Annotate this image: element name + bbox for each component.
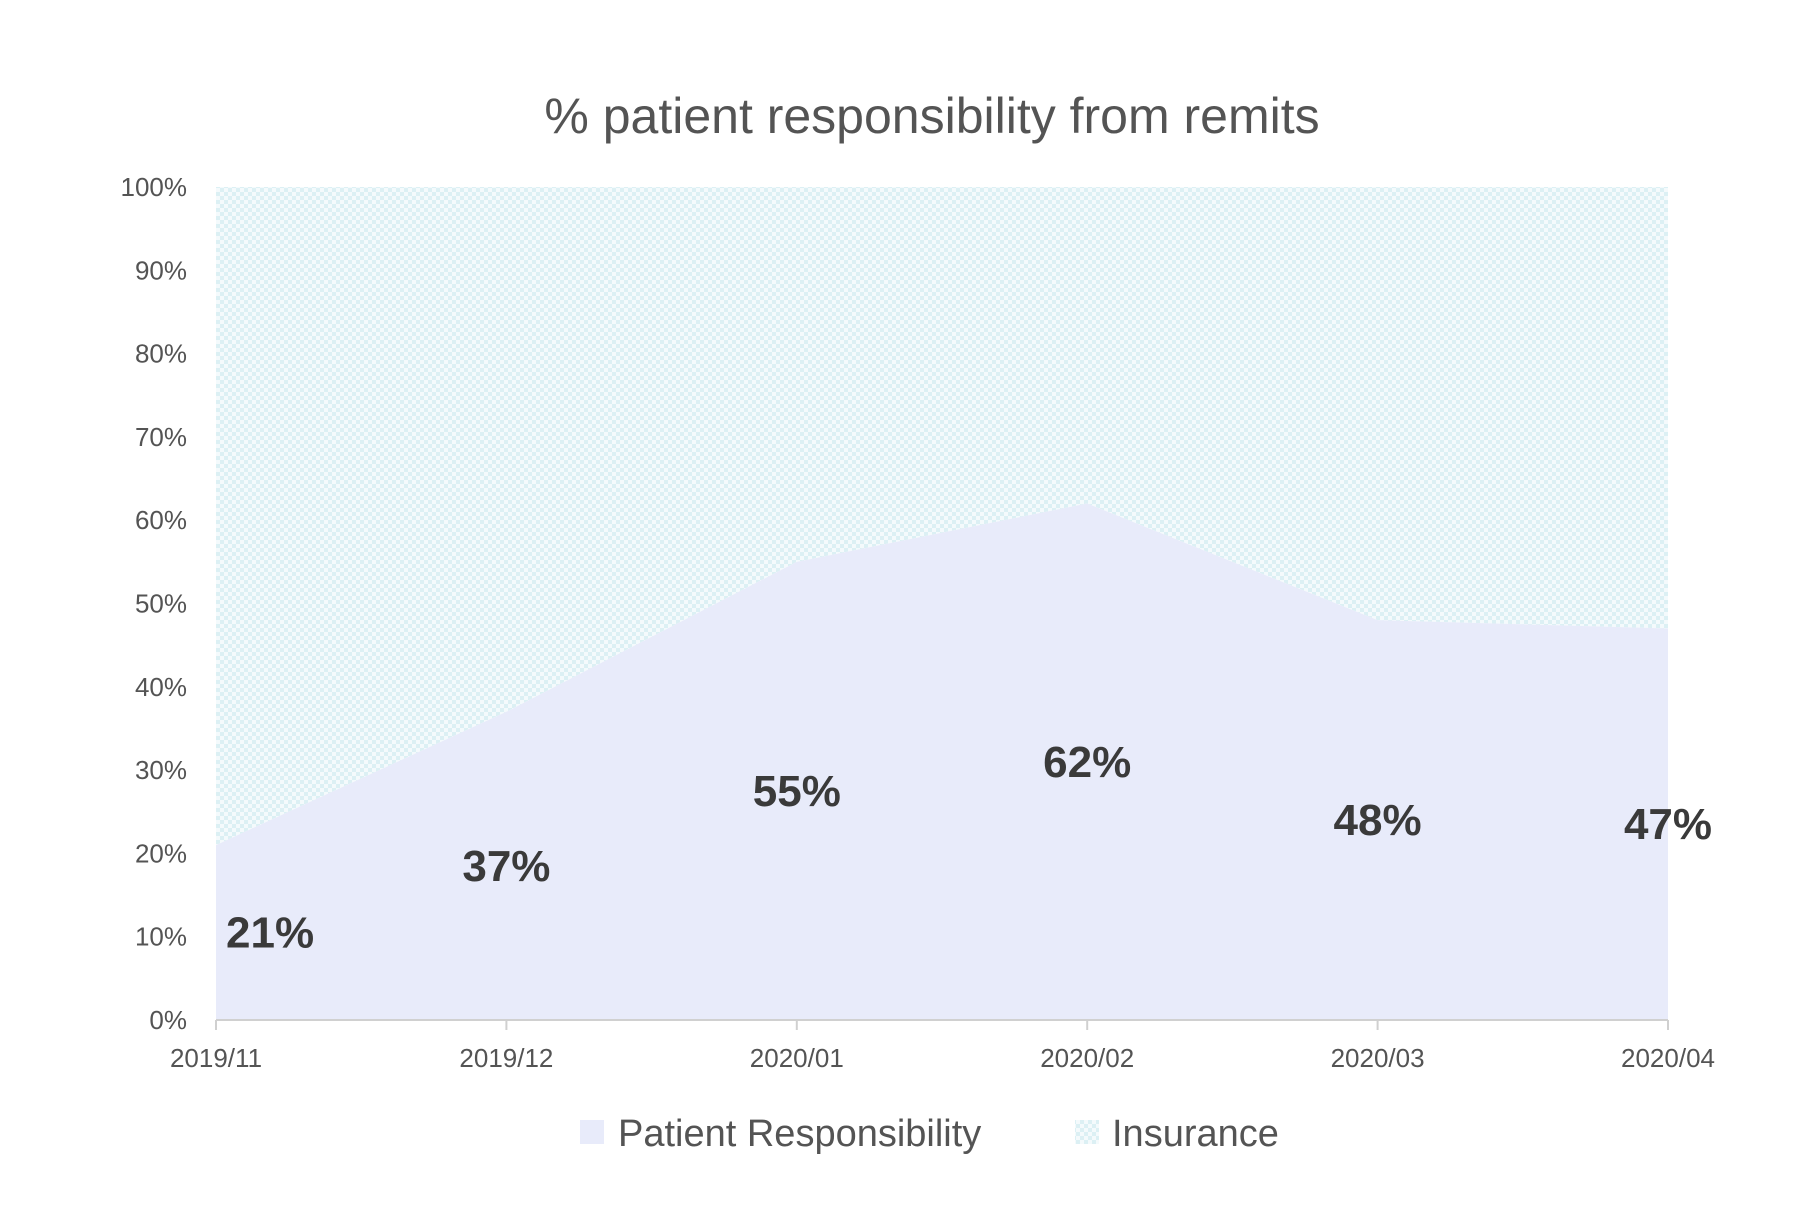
data-labels: 21% 37% 55% 62% 48% 47% — [226, 738, 1712, 958]
chart-title: % patient responsibility from remits — [544, 88, 1319, 144]
y-tick-label: 30% — [135, 755, 187, 785]
legend-swatch-insurance — [1075, 1120, 1099, 1144]
x-tick-label: 2020/03 — [1331, 1043, 1425, 1073]
y-tick-label: 60% — [135, 505, 187, 535]
y-tick-label: 70% — [135, 422, 187, 452]
legend-swatch-patient-responsibility — [580, 1120, 604, 1144]
y-tick-label: 40% — [135, 672, 187, 702]
x-tick-label: 2020/04 — [1621, 1043, 1715, 1073]
y-tick-label: 0% — [149, 1005, 187, 1035]
y-tick-label: 10% — [135, 922, 187, 952]
y-tick-label: 50% — [135, 589, 187, 619]
x-tick-label: 2020/01 — [750, 1043, 844, 1073]
x-tick-label: 2019/12 — [459, 1043, 553, 1073]
y-tick-label: 80% — [135, 339, 187, 369]
y-axis: 0% 10% 20% 30% 40% 50% 60% 70% 80% 90% 100% — [121, 172, 188, 1035]
data-label-patient-responsibility: 37% — [462, 842, 550, 891]
data-label-patient-responsibility: 47% — [1624, 800, 1712, 849]
area-insurance — [216, 187, 1668, 846]
legend: Patient Responsibility Insurance — [580, 1113, 1279, 1155]
y-tick-label: 90% — [135, 255, 187, 285]
data-label-patient-responsibility: 48% — [1334, 796, 1422, 845]
area-patient-responsibility — [216, 503, 1668, 1020]
plot-area — [216, 187, 1668, 1020]
x-axis: 2019/11 2019/12 2020/01 2020/02 2020/03 2020/… — [170, 1019, 1715, 1073]
data-label-patient-responsibility: 55% — [753, 767, 841, 816]
x-tick-label: 2019/11 — [170, 1043, 262, 1073]
y-tick-label: 100% — [121, 172, 188, 202]
data-label-patient-responsibility: 62% — [1043, 738, 1131, 787]
legend-label-insurance: Insurance — [1112, 1113, 1279, 1155]
data-label-patient-responsibility: 21% — [226, 909, 314, 958]
x-tick-label: 2020/02 — [1040, 1043, 1134, 1073]
legend-label-patient-responsibility: Patient Responsibility — [618, 1113, 981, 1155]
y-tick-label: 20% — [135, 838, 187, 868]
